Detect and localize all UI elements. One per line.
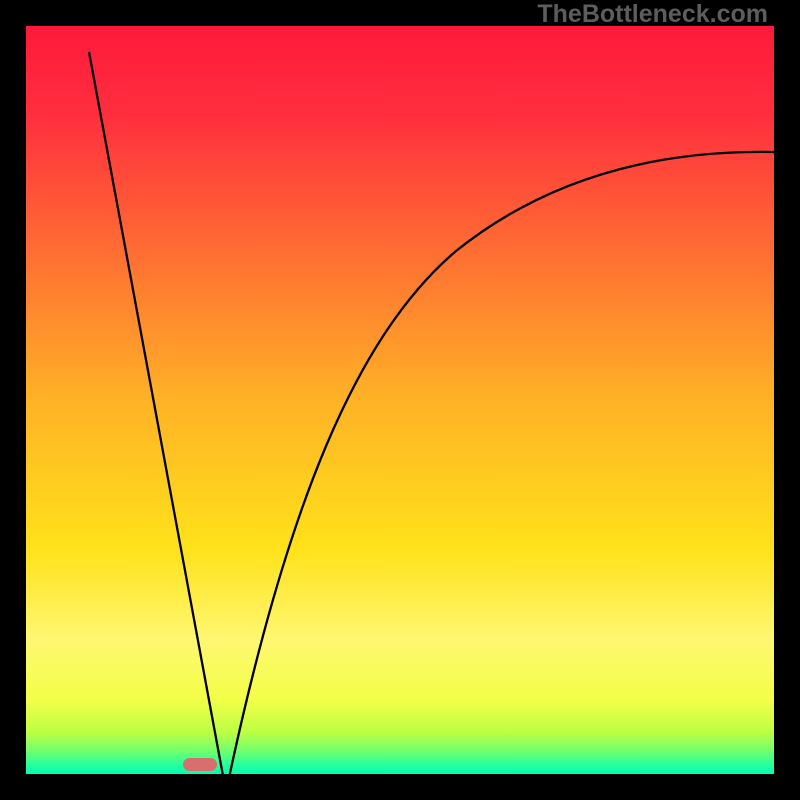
watermark-text: TheBottleneck.com — [537, 0, 768, 29]
minimum-marker — [183, 758, 217, 771]
chart-frame: TheBottleneck.com — [0, 0, 800, 800]
gradient-background — [26, 26, 774, 774]
